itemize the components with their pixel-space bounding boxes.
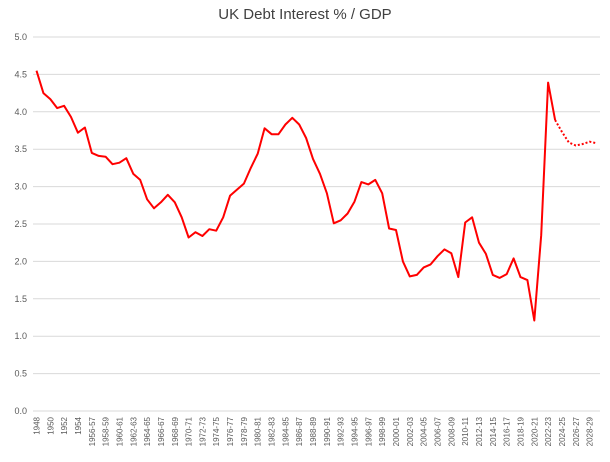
x-tick-label: 2022-23	[544, 416, 553, 446]
y-tick-label: 1.0	[14, 331, 27, 341]
x-tick-label: 1958-59	[102, 416, 111, 446]
x-tick-label: 2018-19	[516, 416, 525, 446]
y-tick-label: 2.5	[14, 219, 27, 229]
x-tick-label: 1952	[60, 416, 69, 434]
x-tick-label: 1986-87	[295, 416, 304, 446]
x-tick-label: 1994-95	[351, 416, 360, 446]
y-tick-label: 0.5	[14, 369, 27, 379]
x-tick-label: 2008-09	[447, 416, 456, 446]
x-tick-label: 2002-03	[406, 416, 415, 446]
gridlines	[33, 36, 600, 412]
y-axis-ticks: 0.0 0.5 1.0 1.5 2.0 2.5 3.0 3.5 4.0 4.5 5.0	[14, 32, 27, 416]
debt-interest-series	[35, 70, 597, 322]
x-tick-label: 1980-81	[254, 416, 263, 446]
x-tick-label: 1990-91	[323, 416, 332, 446]
x-tick-label: 1988-89	[309, 416, 318, 446]
y-tick-label: 3.5	[14, 144, 27, 154]
y-tick-label: 1.5	[14, 294, 27, 304]
x-tick-label: 1996-97	[364, 416, 373, 446]
x-tick-label: 1984-85	[281, 416, 290, 446]
projected-series-line	[554, 119, 597, 147]
y-tick-label: 3.0	[14, 182, 27, 192]
x-tick-label: 2006-07	[434, 416, 443, 446]
y-tick-label: 0.0	[14, 406, 27, 416]
x-tick-label: 2016-17	[503, 416, 512, 446]
y-tick-label: 4.5	[14, 69, 27, 79]
y-tick-label: 2.0	[14, 256, 27, 266]
x-tick-label: 1978-79	[240, 416, 249, 446]
x-tick-label: 1962-63	[129, 416, 138, 446]
x-tick-label: 1960-61	[115, 416, 124, 446]
x-tick-label: 2012-13	[475, 416, 484, 446]
x-tick-label: 1998-99	[378, 416, 387, 446]
x-tick-label: 1956-57	[88, 416, 97, 446]
chart-title: UK Debt Interest % / GDP	[218, 6, 392, 23]
x-tick-label: 1982-83	[268, 416, 277, 446]
x-tick-label: 1964-65	[143, 416, 152, 446]
x-tick-label: 2028-29	[586, 416, 595, 446]
x-tick-label: 1968-69	[171, 416, 180, 446]
x-tick-label: 2020-21	[530, 416, 539, 446]
x-tick-label: 1950	[46, 416, 55, 434]
x-tick-label: 1992-93	[337, 416, 346, 446]
x-tick-label: 1976-77	[226, 416, 235, 446]
x-tick-label: 2014-15	[489, 416, 498, 446]
x-tick-label: 2000-01	[392, 416, 401, 446]
y-tick-label: 4.0	[14, 107, 27, 117]
x-tick-label: 2024-25	[558, 416, 567, 446]
x-tick-label: 2010-11	[461, 416, 470, 445]
x-tick-label: 2004-05	[420, 416, 429, 446]
x-tick-label: 1970-71	[185, 416, 194, 446]
actual-series-line	[35, 70, 557, 322]
x-tick-label: 1966-67	[157, 416, 166, 446]
x-axis-ticks: 1948 1950 1952 1954 1956-57 1958-59 1960-61 196…	[32, 416, 594, 446]
x-tick-label: 1972-73	[198, 416, 207, 446]
x-tick-label: 2026-27	[572, 416, 581, 446]
x-tick-label: 1954	[74, 416, 83, 434]
x-tick-label: 1948	[32, 416, 41, 434]
x-tick-label: 1974-75	[212, 416, 221, 446]
y-tick-label: 5.0	[14, 32, 27, 42]
